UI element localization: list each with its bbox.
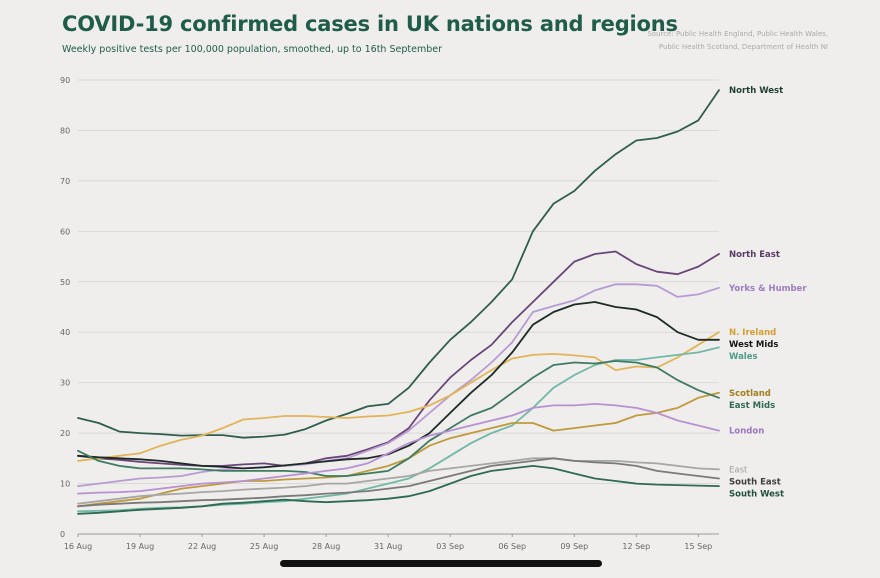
series-line-scotland	[77, 391, 720, 508]
y-tick-label: 90	[60, 76, 70, 85]
y-tick-label: 10	[60, 480, 70, 489]
y-tick-label: 80	[60, 126, 70, 135]
x-tick-label: 31 Aug	[374, 542, 402, 551]
series-line-east	[77, 457, 720, 505]
y-tick-label: 60	[60, 227, 70, 236]
series-line-south-east	[77, 457, 720, 508]
series-label-n-ireland: N. Ireland	[729, 328, 776, 338]
series-label-south-east: South East	[729, 477, 781, 487]
y-tick-label: 50	[60, 278, 70, 287]
series-label-east-mids: East Mids	[729, 401, 775, 411]
source-line-1: Source: Public Health England, Public He…	[647, 30, 828, 38]
x-tick-label: 09 Sep	[560, 542, 588, 551]
y-tick-label: 70	[60, 177, 70, 186]
series-label-south-west: South West	[729, 489, 784, 499]
series-label-yorks-humber: Yorks & Humber	[728, 284, 807, 294]
home-indicator-bar[interactable]	[280, 560, 602, 567]
x-tick-label: 19 Aug	[126, 542, 154, 551]
series-label-east: East	[729, 465, 748, 475]
series-line-n-ireland	[77, 331, 720, 462]
series-label-west-mids: West Mids	[729, 340, 778, 350]
source-note: Source: Public Health England, Public He…	[568, 28, 828, 54]
chart-title: COVID-19 confirmed cases in UK nations a…	[62, 12, 678, 36]
series-line-north-east	[77, 250, 720, 467]
series-label-north-west: North West	[729, 86, 783, 96]
y-tick-label: 30	[60, 379, 70, 388]
series-label-scotland: Scotland	[729, 389, 771, 399]
series-line-south-west	[77, 464, 720, 515]
x-tick-label: 06 Sep	[498, 542, 526, 551]
series-line-london	[77, 402, 720, 495]
x-tick-label: 15 Sep	[684, 542, 712, 551]
chart-subtitle: Weekly positive tests per 100,000 popula…	[62, 44, 442, 55]
series-line-west-mids	[77, 301, 720, 470]
x-tick-label: 28 Aug	[312, 542, 340, 551]
series-line-yorks-humber	[77, 283, 720, 488]
y-tick-label: 20	[60, 429, 70, 438]
x-tick-label: 16 Aug	[64, 542, 92, 551]
series-label-north-east: North East	[729, 250, 780, 260]
series-label-london: London	[729, 427, 764, 437]
y-tick-label: 40	[60, 328, 70, 337]
x-tick-label: 25 Aug	[250, 542, 278, 551]
series-line-north-west	[77, 89, 720, 439]
source-line-2: Public Health Scotland, Department of He…	[658, 43, 828, 51]
x-tick-label: 12 Sep	[622, 542, 650, 551]
y-tick-label: 0	[60, 530, 65, 539]
x-tick-label: 03 Sep	[436, 542, 464, 551]
x-tick-label: 22 Aug	[188, 542, 216, 551]
series-line-east-mids	[77, 360, 720, 477]
series-label-wales: Wales	[729, 352, 758, 362]
